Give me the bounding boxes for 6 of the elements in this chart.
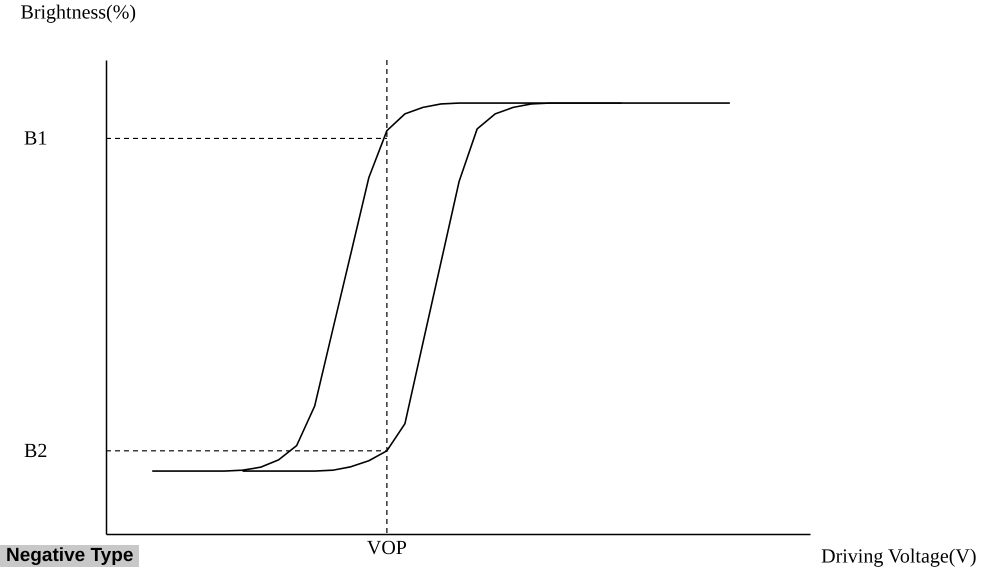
text: Negative Type (0, 545, 140, 567)
y-axis-title: Brightness(%) (20, 2, 136, 24)
ref-line-label: B2 (24, 440, 48, 462)
text: VOP (366, 537, 407, 559)
ref-line-label: B1 (24, 127, 48, 150)
x-axis-title: Driving Voltage(V) (821, 546, 976, 568)
